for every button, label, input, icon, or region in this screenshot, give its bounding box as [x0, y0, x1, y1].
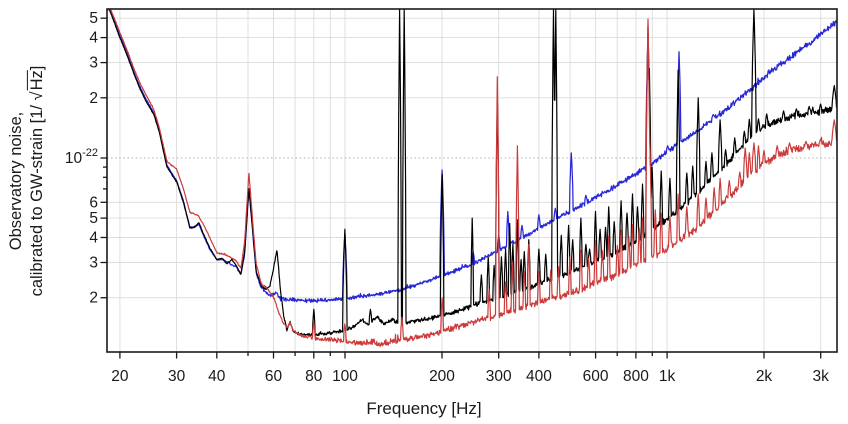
x-tick-label: 3k — [813, 368, 830, 385]
y-tick-label: 5 — [89, 10, 98, 27]
y-tick-label: 4 — [89, 30, 98, 47]
y-tick-label: 3 — [89, 255, 98, 272]
gridlines — [107, 9, 837, 352]
x-tick-label: 80 — [305, 368, 323, 385]
blue-curve — [107, 8, 837, 304]
x-axis-title: Frequency [Hz] — [366, 399, 482, 418]
x-tick-label: 60 — [265, 368, 283, 385]
y-axis-title-line1: Observatory noise, — [6, 111, 25, 251]
y-tick-label: 6 — [89, 194, 98, 211]
y-tick-label-1e-22: 10-22 — [65, 147, 98, 167]
x-tick-label: 300 — [486, 368, 512, 385]
y-tick-label: 5 — [89, 210, 98, 227]
sqrt-symbol: √ — [28, 91, 46, 101]
x-tick-label: 600 — [583, 368, 609, 385]
x-tick-label: 30 — [168, 368, 186, 385]
black-curve — [107, 9, 837, 337]
y-tick-label: 4 — [89, 230, 98, 247]
x-tick-label: 100 — [332, 368, 358, 385]
x-tick-label: 2k — [756, 368, 773, 385]
x-tick-label: 1k — [659, 368, 676, 385]
x-tick-label: 800 — [623, 368, 649, 385]
y-tick-label: 2 — [89, 90, 98, 107]
axis-tick-labels: 20 30 40 60 80 100 200 300 400 600 800 1k 2k 3k 5 4 3 2 10… — [65, 10, 829, 385]
y-axis-title: Observatory noise, calibrated to GW-stra… — [6, 0, 48, 391]
x-tick-label: 20 — [111, 368, 129, 385]
plot-frame — [106, 8, 838, 353]
y-tick-label: 2 — [89, 290, 98, 307]
x-tick-label: 200 — [429, 368, 455, 385]
series-group — [107, 8, 837, 347]
red-curve — [107, 9, 837, 347]
y-axis-title-line2: calibrated to GW-strain [1/ √Hz] — [28, 65, 46, 297]
x-tick-label: 400 — [526, 368, 552, 385]
x-tick-label: 40 — [208, 368, 226, 385]
axis-ticks — [100, 17, 822, 359]
y-tick-label: 3 — [89, 55, 98, 72]
